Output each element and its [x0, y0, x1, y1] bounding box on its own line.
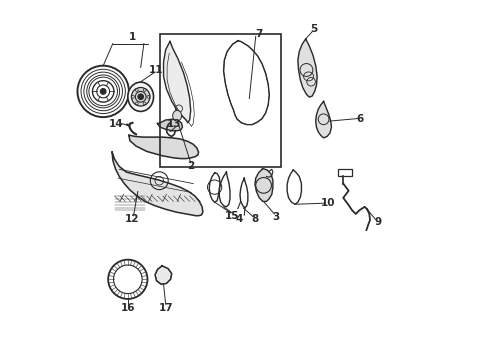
Polygon shape [112, 152, 203, 216]
Text: 7: 7 [255, 28, 262, 39]
Text: 15: 15 [225, 211, 240, 221]
Polygon shape [255, 168, 273, 202]
Polygon shape [155, 266, 172, 284]
Text: 6: 6 [356, 113, 364, 123]
Text: 5: 5 [310, 23, 317, 33]
Text: 13: 13 [167, 118, 181, 129]
Text: 11: 11 [149, 65, 164, 75]
Text: 1: 1 [129, 32, 136, 42]
Ellipse shape [128, 82, 153, 111]
Ellipse shape [172, 111, 182, 121]
Text: 2: 2 [187, 161, 195, 171]
Bar [160, 33, 281, 167]
Text: 8: 8 [251, 214, 259, 224]
Polygon shape [157, 119, 182, 131]
Polygon shape [316, 102, 331, 138]
Polygon shape [164, 41, 191, 123]
Polygon shape [298, 39, 317, 97]
Text: 9: 9 [374, 217, 381, 227]
Bar [338, 168, 352, 176]
Text: 16: 16 [121, 303, 135, 313]
Circle shape [131, 87, 150, 106]
Text: 10: 10 [320, 198, 335, 208]
Polygon shape [129, 135, 198, 158]
Text: 14: 14 [109, 118, 123, 129]
Text: 17: 17 [158, 303, 173, 313]
Circle shape [138, 94, 144, 100]
Circle shape [100, 89, 106, 94]
Text: 4: 4 [236, 214, 243, 224]
Text: 12: 12 [125, 214, 140, 224]
Text: 3: 3 [273, 212, 280, 222]
